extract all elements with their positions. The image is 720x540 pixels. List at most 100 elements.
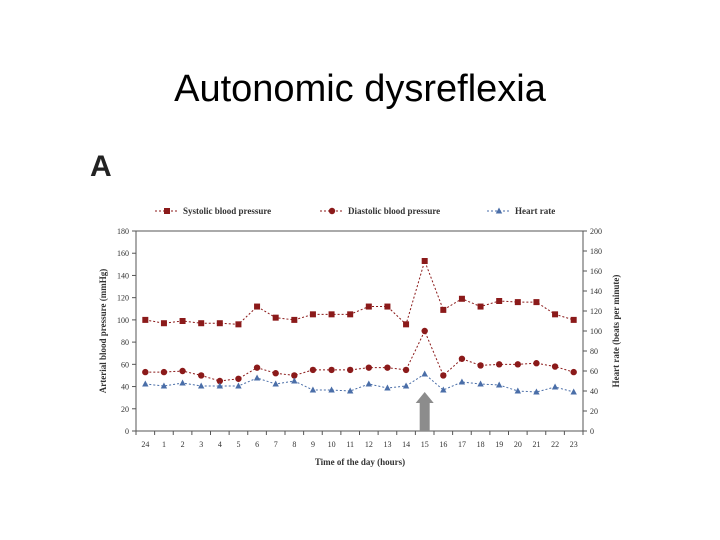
data-point <box>346 366 354 374</box>
data-point <box>309 386 317 393</box>
series-line <box>145 329 574 382</box>
y-tick-label: 0 <box>125 427 129 436</box>
y-tick-label: 80 <box>121 338 129 347</box>
y2-tick-label: 140 <box>590 287 602 296</box>
data-point <box>197 372 205 379</box>
legend-item: Systolic blood pressure <box>155 206 271 216</box>
y2-tick-label: 120 <box>590 307 602 316</box>
data-point <box>160 368 168 376</box>
data-point <box>235 375 242 382</box>
data-point <box>235 321 242 328</box>
axes: 0204060801001201401601800204060801001201… <box>117 227 602 449</box>
series-layer <box>142 258 577 395</box>
x-tick-label: 21 <box>532 440 540 449</box>
annotation-arrow <box>415 392 434 431</box>
x-tick-label: 12 <box>365 440 373 449</box>
x-tick-label: 20 <box>514 440 522 449</box>
y-axis-title: Arterial blood pressure (mmHg) <box>98 269 108 393</box>
data-point <box>216 377 224 385</box>
x-tick-label: 11 <box>346 440 354 449</box>
data-point <box>272 380 279 387</box>
series-systolic-blood-pressure <box>142 258 577 328</box>
x-tick-label: 8 <box>292 440 296 449</box>
legend-label: Systolic blood pressure <box>183 206 271 216</box>
data-point <box>514 299 521 306</box>
data-point <box>477 362 484 369</box>
data-point <box>198 320 205 327</box>
data-point <box>533 388 540 395</box>
y2-tick-label: 20 <box>590 407 598 416</box>
x-tick-label: 19 <box>495 440 503 449</box>
data-point <box>179 367 186 375</box>
y2-tick-label: 180 <box>590 247 602 256</box>
data-point <box>514 387 522 394</box>
slide-title: Autonomic dysreflexia <box>174 68 546 110</box>
data-point <box>458 355 466 362</box>
x-tick-label: 22 <box>551 440 559 449</box>
data-point <box>272 370 279 377</box>
data-point <box>253 374 261 381</box>
data-point <box>402 382 410 389</box>
y-tick-label: 180 <box>117 227 129 236</box>
data-point <box>533 299 540 306</box>
data-point <box>309 311 316 318</box>
series-heart-rate <box>142 370 577 395</box>
data-point <box>291 372 298 379</box>
data-point <box>458 295 465 302</box>
x-tick-label: 18 <box>477 440 485 449</box>
data-point <box>328 207 336 215</box>
y-tick-label: 20 <box>121 405 129 414</box>
data-point <box>160 320 167 327</box>
x-tick-label: 2 <box>181 440 185 449</box>
data-point <box>160 382 168 389</box>
data-point <box>495 381 503 388</box>
data-point <box>384 364 391 371</box>
data-point <box>514 361 522 368</box>
data-point <box>421 327 428 335</box>
x-tick-label: 14 <box>402 440 410 449</box>
y-tick-label: 160 <box>117 249 129 258</box>
data-point <box>254 303 261 310</box>
y2-axis-title: Heart rate (beats per minute) <box>611 275 621 388</box>
x-tick-label: 1 <box>162 440 166 449</box>
data-point <box>570 368 577 376</box>
data-point <box>142 380 149 387</box>
data-point <box>179 379 186 386</box>
y2-tick-label: 100 <box>590 327 602 336</box>
y2-tick-label: 160 <box>590 267 602 276</box>
data-point <box>272 314 279 321</box>
y2-tick-label: 200 <box>590 227 602 236</box>
x-tick-label: 17 <box>458 440 466 449</box>
data-point <box>458 378 466 385</box>
x-tick-label: 16 <box>439 440 447 449</box>
series-line <box>145 259 574 326</box>
data-point <box>495 207 503 214</box>
data-point <box>235 382 242 389</box>
data-point <box>142 316 149 323</box>
data-point <box>142 368 149 376</box>
data-point <box>291 377 298 384</box>
x-tick-label: 9 <box>311 440 315 449</box>
y-tick-label: 120 <box>117 294 129 303</box>
legend-item: Diastolic blood pressure <box>320 206 440 216</box>
data-point <box>328 311 335 318</box>
data-point <box>421 370 428 377</box>
x-tick-label: 4 <box>218 440 222 449</box>
data-point <box>421 258 428 264</box>
data-point <box>533 360 540 367</box>
y2-tick-label: 40 <box>590 387 598 396</box>
legend-item: Heart rate <box>487 206 555 216</box>
x-tick-label: 10 <box>328 440 336 449</box>
data-point <box>551 383 559 390</box>
data-point <box>551 363 559 370</box>
x-tick-label: 7 <box>274 440 278 449</box>
data-point <box>403 321 410 328</box>
x-tick-label: 24 <box>141 440 149 449</box>
x-tick-label: 23 <box>570 440 578 449</box>
legend-label: Diastolic blood pressure <box>348 206 440 216</box>
data-point <box>552 311 559 318</box>
data-point <box>347 311 354 318</box>
data-point <box>365 380 373 387</box>
data-point <box>402 366 410 374</box>
